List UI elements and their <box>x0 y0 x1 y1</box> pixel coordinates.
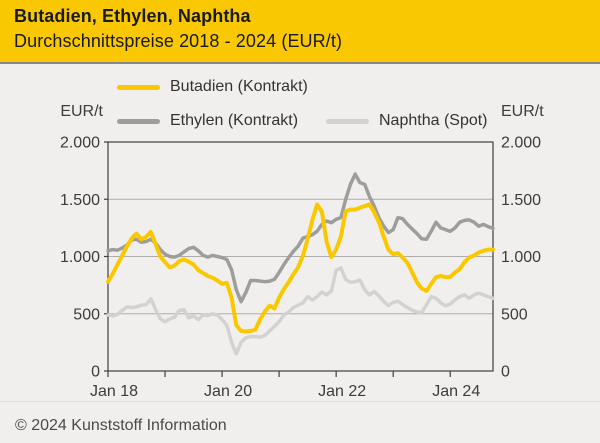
y-tick-label-right: 2.000 <box>501 135 541 152</box>
chart-title: Butadien, Ethylen, Naphtha <box>14 6 251 26</box>
ethylen-line <box>106 172 495 304</box>
x-tick-label: Jan 24 <box>432 383 480 400</box>
naphtha-line-swatch <box>326 118 369 124</box>
y-tick-label-right: 0 <box>501 364 510 381</box>
y-tick-label-left: 1.000 <box>60 249 100 266</box>
chart-subtitle: Durchschnittspreise 2018 - 2024 (EUR/t) <box>14 31 343 51</box>
legend-item-naphtha: Naphtha (Spot) <box>326 112 488 130</box>
legend-item-butadien: Butadien (Kontrakt) <box>117 78 308 96</box>
footer-divider <box>0 401 600 402</box>
naphtha-line <box>106 266 495 356</box>
x-tick-label: Jan 20 <box>204 383 252 400</box>
y-tick-label-left: 2.000 <box>60 135 100 152</box>
legend-label-ethylen: Ethylen (Kontrakt) <box>170 112 299 129</box>
y-tick-label-right: 1.000 <box>501 249 541 266</box>
y-tick-label-right: 1.500 <box>501 192 541 209</box>
y-tick-label-left: 0 <box>91 364 100 381</box>
y-tick-label-left: 1.500 <box>60 192 100 209</box>
footer-copyright: © 2024 Kunststoff Information <box>15 417 227 434</box>
header-bar: Butadien, Ethylen, Naphtha Durchschnitts… <box>0 0 600 64</box>
butadien-line-swatch <box>117 84 160 90</box>
legend-label-naphtha: Naphtha (Spot) <box>379 112 488 129</box>
butadien-line <box>106 202 495 334</box>
legend-item-ethylen: Ethylen (Kontrakt) <box>117 112 298 130</box>
x-tick-label: Jan 18 <box>90 383 138 400</box>
y-axis-unit-left: EUR/t <box>60 103 103 120</box>
y-axis-unit-right: EUR/t <box>501 103 544 120</box>
ethylen-line-swatch <box>117 118 160 124</box>
y-tick-label-right: 500 <box>501 306 528 323</box>
y-tick-label-left: 500 <box>73 306 100 323</box>
x-tick-label: Jan 22 <box>318 383 366 400</box>
legend-label-butadien: Butadien (Kontrakt) <box>170 78 308 95</box>
